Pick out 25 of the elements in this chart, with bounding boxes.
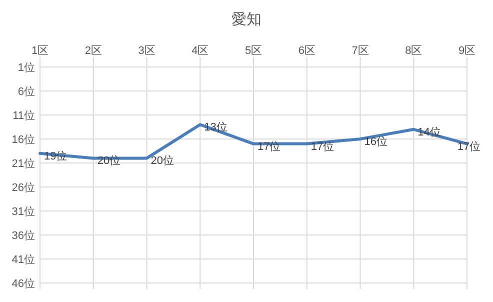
x-tick-label: 5区: [244, 45, 262, 57]
x-tick-label: 2区: [84, 45, 102, 57]
y-tick-label: 21位: [12, 158, 35, 170]
y-tick-label: 41位: [12, 254, 35, 266]
y-tick-label: 16位: [12, 134, 35, 146]
y-tick-label: 36位: [12, 230, 35, 242]
y-tick-label: 26位: [12, 182, 35, 194]
x-tick-label: 9区: [458, 45, 476, 57]
x-tick-label: 6区: [298, 45, 316, 57]
x-tick-label: 1区: [31, 45, 49, 57]
y-tick-label: 46位: [12, 278, 35, 290]
chart-title: 愛知: [232, 11, 262, 28]
x-tick-label: 8区: [405, 45, 422, 57]
data-label: 13位: [204, 122, 228, 134]
data-label: 16位: [364, 136, 388, 148]
data-label: 20位: [150, 155, 174, 168]
x-tick-label: 7区: [352, 45, 369, 57]
y-tick-label: 6位: [18, 86, 35, 98]
x-tick-label: 3区: [138, 45, 156, 57]
data-label: 17位: [310, 140, 334, 153]
y-tick-label: 31位: [12, 206, 35, 218]
data-label: 17位: [457, 140, 481, 153]
x-tick-label: 4区: [192, 45, 209, 57]
y-tick-label: 11位: [12, 110, 35, 122]
y-tick-label: 1位: [18, 62, 35, 74]
